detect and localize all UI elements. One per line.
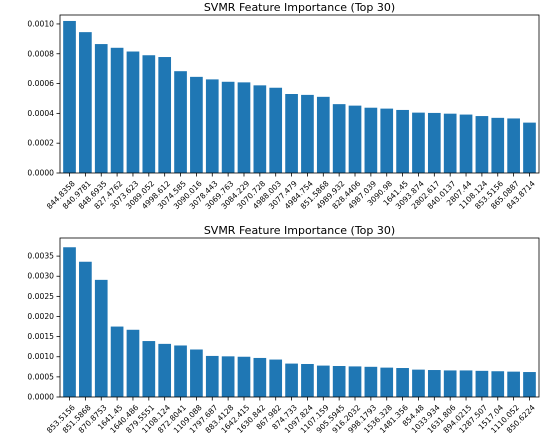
bar-827.4762	[110, 47, 124, 173]
bar-1108.124	[158, 343, 172, 397]
plot-frame	[59, 14, 540, 174]
bar-3077.479	[285, 94, 298, 173]
bar-3073.623	[126, 51, 140, 173]
y-tick-label: 0.0008	[27, 49, 54, 58]
y-tick-label: 0.0010	[27, 19, 54, 28]
bar-3070.728	[253, 85, 267, 173]
bar-4987.039	[364, 107, 378, 173]
bar-916.2032	[348, 366, 362, 397]
bar-870.8753	[94, 279, 108, 397]
bar-854.48	[412, 369, 425, 397]
bar-840.9781	[79, 32, 92, 173]
bar-4988.003	[269, 87, 283, 173]
bar-3074.585	[174, 71, 187, 173]
y-tick-label: 0.0005	[27, 372, 54, 381]
bar-1642.415	[237, 356, 251, 397]
bar-1641.45	[396, 109, 409, 173]
bar-1536.328	[380, 367, 394, 397]
bar-894.0215	[459, 370, 473, 397]
chart-title: SVMR Feature Importance (Top 30)	[204, 224, 395, 237]
top-chart: SVMR Feature Importance (Top 30)844.8358…	[27, 1, 540, 211]
bar-848.6935	[94, 44, 108, 173]
bar-1631.806	[443, 370, 457, 397]
bar-879.5551	[142, 341, 156, 397]
bar-998.1793	[364, 366, 378, 397]
bar-4989.932	[332, 104, 346, 173]
y-tick-label: 0.0010	[27, 352, 54, 361]
bar-883.4128	[221, 356, 235, 397]
bar-3090.98	[380, 108, 394, 173]
bar-1517.04	[491, 371, 505, 397]
bar-872.8041	[174, 345, 187, 397]
bar-3084.229	[237, 82, 251, 173]
bar-840.0137	[443, 113, 457, 173]
bar-1630.842	[253, 357, 267, 397]
bar-1033.934	[427, 370, 441, 397]
bar-3089.052	[142, 55, 156, 173]
bar-867.982	[269, 359, 283, 397]
y-tick-label: 0.0035	[27, 252, 54, 261]
bar-1107.159	[316, 365, 330, 397]
bar-844.8358	[63, 20, 76, 174]
bar-1097.824	[301, 363, 314, 397]
bar-853.5156	[491, 117, 505, 173]
y-tick-label: 0.0020	[27, 312, 54, 321]
bar-3093.874	[412, 112, 425, 173]
bar-851.5868	[316, 96, 330, 173]
bar-865.0887	[507, 118, 520, 173]
y-tick-label: 0.0015	[27, 332, 54, 341]
bar-1797.687	[205, 355, 219, 397]
bar-1287.507	[475, 370, 489, 397]
chart-title: SVMR Feature Importance (Top 30)	[204, 1, 395, 14]
bar-3090.016	[190, 76, 203, 173]
bar-2802.617	[427, 112, 441, 173]
plot-frame	[59, 237, 540, 398]
bar-3069.763	[221, 81, 235, 173]
bar-1641.45	[110, 326, 124, 397]
bottom-chart: SVMR Feature Importance (Top 30)853.5156…	[27, 224, 540, 435]
bar-843.8714	[523, 122, 536, 173]
bar-1481.356	[396, 368, 409, 397]
bar-874.733	[285, 363, 298, 397]
bar-4998.612	[158, 57, 172, 173]
bar-850.6224	[523, 372, 536, 397]
y-tick-label: 0.0000	[27, 393, 54, 402]
bar-4984.754	[301, 94, 314, 173]
bar-851.5868	[79, 261, 92, 397]
y-tick-label: 0.0004	[27, 109, 54, 118]
bar-1108.124	[475, 116, 489, 173]
bar-1109.088	[190, 349, 203, 397]
bar-1110.052	[507, 371, 520, 397]
bar-905.5945	[332, 366, 346, 397]
bar-3078.443	[205, 79, 219, 173]
y-tick-label: 0.0006	[27, 79, 54, 88]
bar-1640.486	[126, 329, 140, 397]
bar-853.5156	[63, 247, 76, 397]
y-tick-label: 0.0030	[27, 272, 54, 281]
y-tick-label: 0.0025	[27, 292, 54, 301]
bar-2807.44	[459, 114, 473, 173]
bar-828.4406	[348, 105, 362, 173]
y-tick-label: 0.0000	[27, 169, 54, 178]
y-tick-label: 0.0002	[27, 139, 54, 148]
